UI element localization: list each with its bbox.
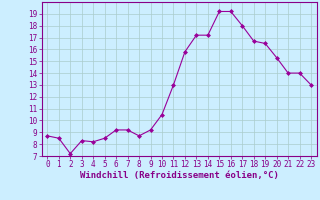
X-axis label: Windchill (Refroidissement éolien,°C): Windchill (Refroidissement éolien,°C) — [80, 171, 279, 180]
